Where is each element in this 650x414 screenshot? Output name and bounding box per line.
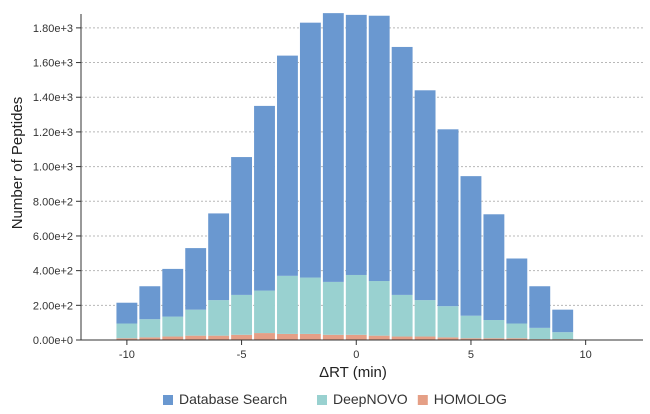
legend[interactable]: Database Search DeepNOVO HOMOLOG: [163, 391, 507, 407]
bar-database-search: [460, 176, 482, 316]
bar-database-search: [139, 286, 161, 320]
x-tick-label: 10: [580, 349, 592, 361]
bar-homolog: [322, 334, 344, 340]
y-tick-label: 1.40e+3: [33, 92, 73, 104]
bar-deepnovo: [368, 281, 390, 336]
bar-deepnovo: [162, 316, 184, 337]
y-tick-label: 1.60e+3: [33, 58, 73, 70]
bar-deepnovo: [414, 300, 436, 337]
y-axis-title: Number of Peptides: [9, 97, 26, 230]
legend-label: DeepNOVO: [333, 391, 408, 407]
bar-deepnovo: [345, 274, 367, 335]
bar-deepnovo: [231, 294, 253, 335]
bar-deepnovo: [185, 309, 207, 336]
bar-database-search: [552, 309, 574, 333]
bar-homolog: [483, 338, 505, 340]
x-tick-label: -10: [119, 349, 135, 361]
y-tick-label: 6.00e+2: [33, 231, 73, 243]
bar-homolog: [162, 336, 184, 340]
bar-database-search: [185, 248, 207, 310]
bar-homolog: [414, 336, 436, 340]
bar-database-search: [254, 105, 275, 291]
y-tick-label: 1.80e+3: [33, 23, 73, 35]
bar-deepnovo: [277, 275, 298, 334]
bar-homolog: [391, 336, 413, 340]
bar-homolog: [116, 338, 138, 340]
y-tick-label: 4.00e+2: [33, 266, 73, 278]
bar-deepnovo: [322, 281, 344, 335]
bar-database-search: [162, 268, 184, 317]
bar-database-search: [414, 90, 436, 301]
bar-homolog: [506, 338, 528, 340]
bar-deepnovo: [437, 306, 459, 338]
bar-homolog: [254, 333, 275, 340]
y-tick-label: 1.20e+3: [33, 127, 73, 139]
bar-homolog: [139, 337, 161, 340]
bar-homolog: [277, 333, 298, 340]
bar-database-search: [116, 302, 138, 324]
y-tick-label: 8.00e+2: [33, 196, 73, 208]
bar-deepnovo: [208, 300, 230, 336]
bar-deepnovo: [506, 323, 528, 339]
y-tick-label: 2.00e+2: [33, 300, 73, 312]
bar-database-search: [345, 14, 367, 275]
legend-swatch: [417, 395, 428, 405]
legend-label: HOMOLOG: [434, 391, 507, 407]
bar-database-search: [322, 13, 344, 282]
bar-database-search: [231, 157, 253, 295]
axes: [80, 14, 643, 341]
y-tick-label: 0.00e+0: [33, 335, 73, 347]
legend-item-database-search[interactable]: Database Search: [163, 391, 287, 407]
bar-homolog: [368, 335, 390, 340]
bar-homolog: [208, 335, 230, 340]
bar-deepnovo: [254, 290, 275, 334]
bar-deepnovo: [460, 315, 482, 339]
bar-database-search: [208, 213, 230, 301]
bar-database-search: [437, 129, 459, 307]
bar-homolog: [299, 333, 321, 340]
bar-deepnovo: [139, 319, 161, 338]
y-tick-labels: 0.00e+0 2.00e+2 4.00e+2 6.00e+2 8.00e+2 1.00e…: [33, 23, 81, 347]
bar-homolog: [437, 337, 459, 340]
bar-deepnovo: [483, 320, 505, 339]
bar-database-search: [506, 258, 528, 324]
bar-homolog: [345, 334, 367, 340]
legend-swatch: [317, 395, 327, 405]
bar-deepnovo: [391, 294, 413, 337]
bars: [116, 13, 574, 340]
bar-homolog: [231, 334, 253, 340]
bar-database-search: [483, 214, 505, 321]
bar-homolog: [460, 338, 482, 340]
bar-deepnovo: [116, 323, 138, 339]
x-axis-title: ΔRT (min): [319, 364, 387, 381]
bar-database-search: [391, 46, 413, 295]
bar-deepnovo: [529, 327, 551, 340]
x-tick-label: -5: [237, 349, 247, 361]
bar-database-search: [299, 22, 321, 278]
bar-database-search: [277, 55, 298, 276]
legend-item-homolog[interactable]: HOMOLOG: [417, 391, 507, 407]
bar-database-search: [368, 15, 390, 282]
y-tick-label: 1.00e+3: [33, 162, 73, 174]
bar-deepnovo: [299, 277, 321, 334]
x-tick-label: 0: [353, 349, 359, 361]
legend-swatch: [163, 395, 173, 405]
legend-label: Database Search: [179, 391, 287, 407]
bar-deepnovo: [552, 332, 574, 340]
legend-item-deepnovo[interactable]: DeepNOVO: [317, 391, 408, 407]
x-tick-label: 5: [468, 349, 474, 361]
bar-homolog: [185, 335, 207, 340]
x-tick-labels: -10 -5 0 5 10: [119, 340, 592, 361]
bar-database-search: [529, 286, 551, 328]
